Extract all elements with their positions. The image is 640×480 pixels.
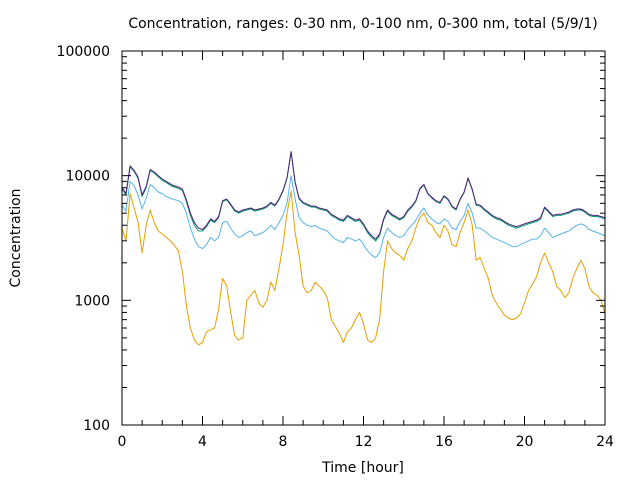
series-line-2 — [121, 175, 606, 259]
series-line-4 — [121, 151, 606, 240]
x-axis-label: Time [hour] — [321, 460, 404, 476]
y-axis-label: Concentration — [8, 188, 24, 287]
x-tick-label: 4 — [198, 434, 207, 450]
x-tick-label: 12 — [355, 434, 373, 450]
x-tick-label: 20 — [516, 434, 534, 450]
y-tick-label: 100000 — [57, 44, 110, 60]
x-tick-label: 0 — [118, 434, 127, 450]
chart-title: Concentration, ranges: 0-30 nm, 0-100 nm… — [128, 16, 597, 32]
x-tick-label: 24 — [596, 434, 614, 450]
series-line-1 — [121, 190, 606, 346]
series-layer — [121, 151, 606, 346]
plot-frame — [121, 50, 606, 426]
x-tick-label: 8 — [279, 434, 288, 450]
y-tick-label: 100 — [83, 418, 110, 434]
y-tick-label: 10000 — [65, 169, 110, 185]
tick-layer: 0 4 8 12 16 20 24 100 1000 10000 100000 — [57, 44, 614, 450]
y-tick-label: 1000 — [74, 293, 110, 309]
series-line-3 — [121, 151, 606, 242]
x-tick-label: 16 — [435, 434, 453, 450]
